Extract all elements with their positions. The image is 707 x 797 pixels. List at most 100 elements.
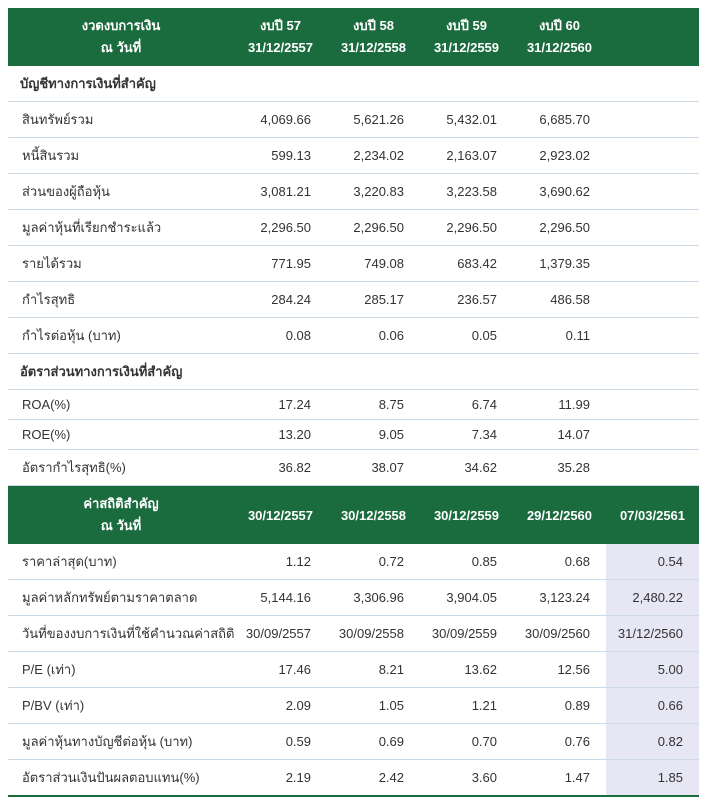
- table-row: มูลค่าหุ้นทางบัญชีต่อหุ้น (บาท) 0.59 0.69 0…: [8, 723, 699, 761]
- cell-value: [606, 209, 699, 247]
- table-row: มูลค่าหลักทรัพย์ตามราคาตลาด 5,144.16 3,306…: [8, 579, 699, 617]
- cell-value: 5.00: [606, 651, 699, 689]
- cell-value: 0.06: [327, 317, 420, 355]
- cell-value: 0.69: [327, 723, 420, 761]
- table-row: กำไรต่อหุ้น (บาท) 0.08 0.06 0.05 0.11: [8, 317, 699, 355]
- cell-value: 7.34: [420, 419, 513, 451]
- row-label: ROA(%): [8, 389, 234, 421]
- row-label: P/BV (เท่า): [8, 687, 234, 725]
- cell-value: 3,306.96: [327, 579, 420, 617]
- period-column-header-57: งบปี 57 31/12/2557: [234, 8, 327, 67]
- period-column-header-empty: [606, 8, 699, 67]
- cell-value: 8.21: [327, 651, 420, 689]
- cell-value: 2,296.50: [234, 209, 327, 247]
- cell-value: 599.13: [234, 137, 327, 175]
- cell-value: [606, 281, 699, 319]
- cell-value: 30/09/2560: [513, 615, 606, 653]
- cell-value: 0.82: [606, 723, 699, 761]
- period-header-row: งวดงบการเงิน ณ วันที่ งบปี 57 31/12/2557…: [8, 8, 699, 67]
- table-row: หนี้สินรวม 599.13 2,234.02 2,163.07 2,923.02: [8, 137, 699, 175]
- period-column-header-60: งบปี 60 31/12/2560: [513, 8, 606, 67]
- period-header-label-line1: งวดงบการเงิน: [81, 18, 161, 33]
- cell-value: 0.59: [234, 723, 327, 761]
- cell-value: 3,220.83: [327, 173, 420, 211]
- cell-value: [606, 173, 699, 211]
- row-label: ส่วนของผู้ถือหุ้น: [8, 173, 234, 211]
- cell-value: 284.24: [234, 281, 327, 319]
- cell-value: 30/09/2557: [234, 615, 327, 653]
- cell-value: 2,296.50: [420, 209, 513, 247]
- cell-value: 0.72: [327, 544, 420, 581]
- cell-value: 3,904.05: [420, 579, 513, 617]
- statistics-column-header-4: 29/12/2560: [513, 486, 606, 545]
- cell-value: 1.05: [327, 687, 420, 725]
- cell-value: 2,234.02: [327, 137, 420, 175]
- cell-value: 2,296.50: [513, 209, 606, 247]
- row-label: กำไรสุทธิ: [8, 281, 234, 319]
- cell-value: 0.89: [513, 687, 606, 725]
- cell-value: 2,163.07: [420, 137, 513, 175]
- cell-value: 0.66: [606, 687, 699, 725]
- cell-value: 2,923.02: [513, 137, 606, 175]
- cell-value: 0.08: [234, 317, 327, 355]
- cell-value: 12.56: [513, 651, 606, 689]
- cell-value: 5,144.16: [234, 579, 327, 617]
- section-header-row: บัญชีทางการเงินที่สำคัญ: [8, 66, 699, 103]
- cell-value: 13.62: [420, 651, 513, 689]
- statistics-column-header-5: 07/03/2561: [606, 486, 699, 545]
- table-row: รายได้รวม 771.95 749.08 683.42 1,379.35: [8, 245, 699, 283]
- row-label: อัตรากำไรสุทธิ(%): [8, 449, 234, 487]
- statistics-header-label-line2: ณ วันที่: [100, 518, 142, 534]
- statistics-column-header-2: 30/12/2558: [327, 486, 420, 545]
- cell-value: 3,081.21: [234, 173, 327, 211]
- period-column-header-58: งบปี 58 31/12/2558: [327, 8, 420, 67]
- statistics-header-row: ค่าสถิติสำคัญ ณ วันที่ 30/12/2557 30/12/…: [8, 486, 699, 545]
- cell-value: [606, 449, 699, 487]
- cell-value: 683.42: [420, 245, 513, 283]
- cell-value: 3,123.24: [513, 579, 606, 617]
- row-label: มูลค่าหุ้นทางบัญชีต่อหุ้น (บาท): [8, 723, 234, 761]
- cell-value: [606, 137, 699, 175]
- table-row: ROE(%) 13.20 9.05 7.34 14.07: [8, 419, 699, 451]
- row-label: กำไรต่อหุ้น (บาท): [8, 317, 234, 355]
- table-row: P/BV (เท่า) 2.09 1.05 1.21 0.89 0.66: [8, 687, 699, 725]
- row-label: ราคาล่าสุด(บาท): [8, 544, 234, 581]
- cell-value: 11.99: [513, 389, 606, 421]
- cell-value: 0.68: [513, 544, 606, 581]
- cell-value: 0.54: [606, 544, 699, 581]
- section-title: อัตราส่วนทางการเงินที่สำคัญ: [8, 353, 699, 391]
- table-row: วันที่ของงบการเงินที่ใช้คำนวณค่าสถิติ 30/…: [8, 615, 699, 653]
- table-row: อัตรากำไรสุทธิ(%) 36.82 38.07 34.62 35.28: [8, 449, 699, 487]
- row-label: มูลค่าหุ้นที่เรียกชำระแล้ว: [8, 209, 234, 247]
- row-label: มูลค่าหลักทรัพย์ตามราคาตลาด: [8, 579, 234, 617]
- row-label: P/E (เท่า): [8, 651, 234, 689]
- cell-value: 1.85: [606, 759, 699, 797]
- table-row: สินทรัพย์รวม 4,069.66 5,621.26 5,432.01 6,68…: [8, 101, 699, 139]
- cell-value: 34.62: [420, 449, 513, 487]
- cell-value: 1.21: [420, 687, 513, 725]
- cell-value: 0.11: [513, 317, 606, 355]
- financial-summary-table: งวดงบการเงิน ณ วันที่ งบปี 57 31/12/2557…: [8, 8, 699, 487]
- period-header-label-line2: ณ วันที่: [100, 40, 142, 56]
- cell-value: 3,690.62: [513, 173, 606, 211]
- cell-value: 13.20: [234, 419, 327, 451]
- cell-value: 749.08: [327, 245, 420, 283]
- cell-value: 6,685.70: [513, 101, 606, 139]
- cell-value: 771.95: [234, 245, 327, 283]
- cell-value: 31/12/2560: [606, 615, 699, 653]
- cell-value: 486.58: [513, 281, 606, 319]
- cell-value: [606, 245, 699, 283]
- statistics-column-header-3: 30/12/2559: [420, 486, 513, 545]
- table-row: P/E (เท่า) 17.46 8.21 13.62 12.56 5.00: [8, 651, 699, 689]
- table-row: ส่วนของผู้ถือหุ้น 3,081.21 3,220.83 3,223.5…: [8, 173, 699, 211]
- period-column-header-59: งบปี 59 31/12/2559: [420, 8, 513, 67]
- cell-value: 0.76: [513, 723, 606, 761]
- table-row: อัตราส่วนเงินปันผลตอบแทน(%) 2.19 2.42 3.60 1…: [8, 759, 699, 797]
- cell-value: 285.17: [327, 281, 420, 319]
- financial-highlights-panel: งวดงบการเงิน ณ วันที่ งบปี 57 31/12/2557…: [8, 8, 699, 797]
- cell-value: 30/09/2559: [420, 615, 513, 653]
- cell-value: 5,432.01: [420, 101, 513, 139]
- cell-value: 6.74: [420, 389, 513, 421]
- statistics-column-header-1: 30/12/2557: [234, 486, 327, 545]
- cell-value: 3.60: [420, 759, 513, 797]
